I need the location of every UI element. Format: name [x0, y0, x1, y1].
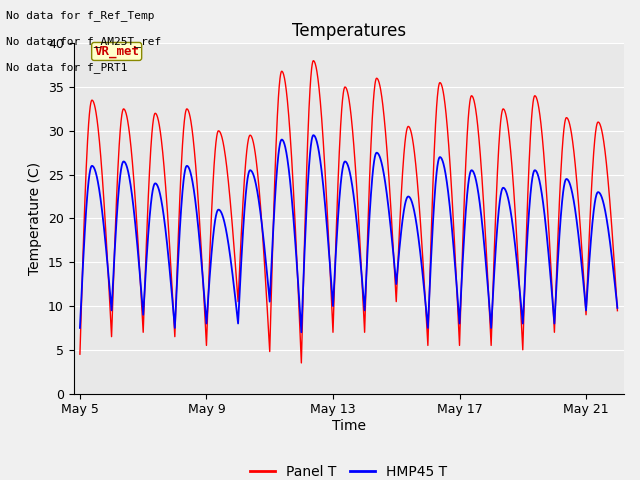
Text: No data for f_AM25T_ref: No data for f_AM25T_ref — [6, 36, 162, 47]
Y-axis label: Temperature (C): Temperature (C) — [28, 162, 42, 275]
Legend: Panel T, HMP45 T: Panel T, HMP45 T — [244, 460, 453, 480]
X-axis label: Time: Time — [332, 419, 366, 433]
Title: Temperatures: Temperatures — [292, 22, 406, 40]
Text: No data for f_PRT1: No data for f_PRT1 — [6, 62, 128, 73]
Text: No data for f_Ref_Temp: No data for f_Ref_Temp — [6, 10, 155, 21]
Text: VR_met: VR_met — [94, 45, 139, 58]
